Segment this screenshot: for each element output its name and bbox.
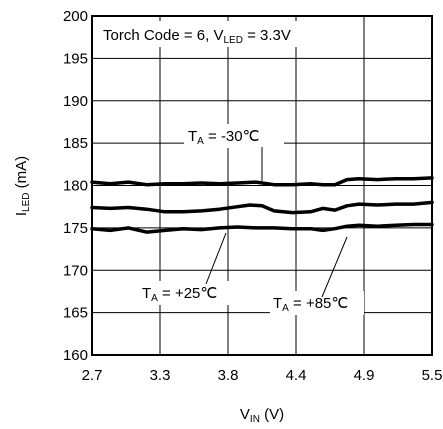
- y-tick-label: 190: [63, 93, 88, 110]
- series-line-plus25: [90, 200, 434, 215]
- series-label-bg: [138, 281, 234, 305]
- tick-labels: 2.7 3.3 3.8 4.4 4.9 5.5 160 165 170 175 180 185 190 1…: [63, 8, 442, 384]
- plot-frame: [91, 15, 433, 356]
- y-tick-label: 165: [63, 305, 88, 322]
- series-line-plus85: [90, 222, 434, 234]
- condition-label: Torch Code = 6, VLED = 3.3V: [103, 27, 291, 46]
- leader-plus85: [321, 236, 348, 298]
- x-tick-label: 2.7: [82, 367, 103, 384]
- series-label-bg: [184, 124, 284, 148]
- series-label-plus25: TA = +25℃: [142, 285, 217, 304]
- y-tick-label: 170: [63, 262, 88, 279]
- y-tick-label: 175: [63, 220, 88, 237]
- series-label-plus85: TA = +85℃: [273, 295, 348, 314]
- y-tick-label: 200: [63, 8, 88, 25]
- series-group: [90, 176, 434, 234]
- y-tick-label: 185: [63, 135, 88, 152]
- y-tick-label: 180: [63, 178, 88, 195]
- y-tick-label: 160: [63, 347, 88, 364]
- condition-box: [96, 21, 346, 47]
- leader-plus25: [205, 232, 227, 285]
- x-tick-label: 4.4: [286, 367, 307, 384]
- x-axis-label: VIN (V): [240, 406, 284, 425]
- y-axis-label: ILED (mA): [13, 156, 32, 216]
- series-label-bg: [270, 291, 364, 315]
- x-tick-label: 5.5: [422, 367, 443, 384]
- x-tick-label: 3.8: [218, 367, 239, 384]
- series-label-minus30: TA = -30℃: [188, 128, 259, 147]
- y-tick-label: 195: [63, 50, 88, 67]
- x-tick-label: 4.9: [354, 367, 375, 384]
- x-tick-label: 3.3: [150, 367, 171, 384]
- series-line-minus30: [90, 176, 434, 187]
